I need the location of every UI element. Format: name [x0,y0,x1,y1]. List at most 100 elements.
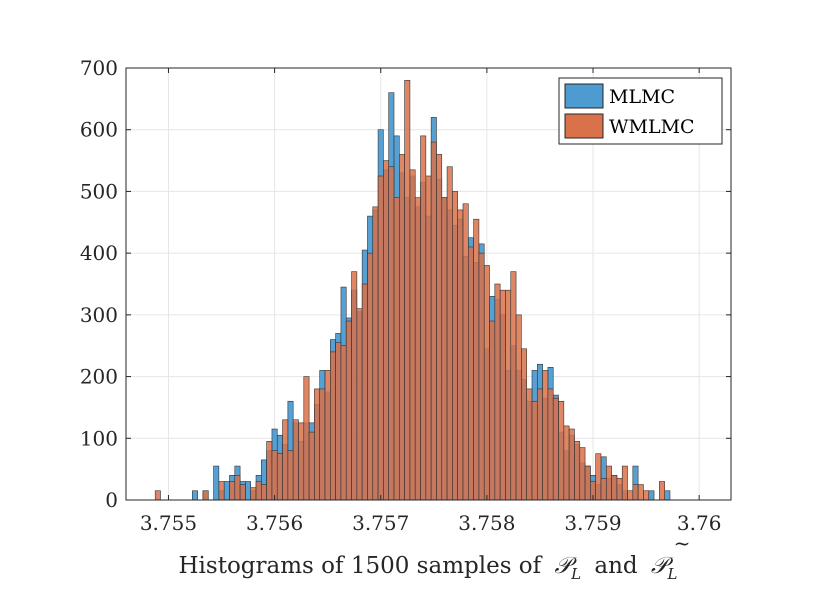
bar-wmlmc [202,490,209,501]
x-axis-label-connector: and [594,553,638,579]
bar-wmlmc [579,447,586,501]
bar-wmlmc [292,419,299,501]
bar-wmlmc [595,453,602,501]
bar-wmlmc [489,320,496,501]
bar-mlmc [223,481,230,501]
bar-wmlmc [637,484,644,501]
x-tick-label: 3.759 [564,511,621,535]
bar-wmlmc [462,203,469,501]
x-tick-label: 3.756 [246,511,303,535]
bar-wmlmc [409,169,416,501]
bar-wmlmc [377,175,384,501]
bar-wmlmc [483,265,490,501]
y-tick-label: 200 [80,365,118,389]
bar-wmlmc [324,370,331,501]
legend-swatch-mlmc [564,83,604,109]
legend-label-mlmc: MLMC [609,86,675,108]
x-axis-subscript-l-2: L [667,565,678,583]
bar-wmlmc [521,348,527,501]
y-tick-label: 700 [80,56,118,80]
bar-wmlmc [335,342,342,501]
bar-wmlmc [261,484,267,501]
bar-wmlmc [616,478,623,501]
bar-wmlmc [276,453,283,501]
bar-wmlmc [584,465,591,501]
bar-wmlmc [303,376,310,501]
legend-swatch-wmlmc [564,113,604,139]
x-tick-label: 3.76 [677,511,722,535]
bar-mlmc [192,490,198,501]
bar-wmlmc [632,484,639,501]
bar-wmlmc [568,428,575,501]
bar-wmlmc [298,422,305,501]
x-tick-label: 3.757 [352,511,409,535]
x-axis-label-prefix: Histograms of 1500 samples of [179,553,543,579]
bar-wmlmc [420,135,427,501]
bar-mlmc [648,490,655,501]
bar-wmlmc [468,246,474,501]
bar-wmlmc [372,206,379,501]
legend-label-wmlmc: WMLMC [609,116,695,138]
bar-wmlmc [473,218,480,501]
bar-wmlmc [526,388,533,501]
bar-wmlmc [239,484,246,501]
y-tick-label: 500 [80,179,118,203]
bar-wmlmc [404,80,411,501]
bar-wmlmc [436,154,443,501]
bar-wmlmc [287,450,294,501]
bar-wmlmc [361,283,368,501]
bar-wmlmc [234,475,241,501]
bar-wmlmc [621,465,628,501]
series-wmlmc [154,80,665,501]
bar-wmlmc [611,475,618,501]
bar-wmlmc [330,351,336,501]
bar-wmlmc [319,388,326,501]
bar-wmlmc [414,197,421,501]
y-tick-label: 100 [80,426,118,450]
bar-wmlmc [282,419,289,501]
bar-wmlmc [351,271,358,501]
bar-wmlmc [218,481,225,501]
bar-wmlmc [627,490,634,501]
y-tick-label: 600 [80,118,118,142]
bar-wmlmc [345,320,352,501]
bar-mlmc [664,490,671,501]
bar-wmlmc [356,308,363,501]
bar-mlmc [213,465,220,501]
bar-wmlmc [266,441,273,501]
axes-box [125,67,732,501]
bar-wmlmc [308,431,315,501]
bar-wmlmc [399,154,405,501]
bar-wmlmc [600,478,607,501]
bar-wmlmc [446,166,453,501]
legend[interactable]: MLMC WMLMC [558,77,723,145]
bar-wmlmc [494,283,501,501]
bar-wmlmc [563,425,570,501]
x-tick-label: 3.758 [458,511,515,535]
bar-wmlmc [547,388,554,501]
bar-wmlmc [505,289,512,501]
bar-wmlmc [542,370,549,501]
bar-wmlmc [499,289,506,501]
bar-wmlmc [367,252,374,501]
bar-wmlmc [340,345,347,501]
bar-wmlmc [515,314,522,501]
bar-wmlmc [531,400,538,501]
y-tick-label: 0 [105,488,118,512]
bar-wmlmc [643,490,650,501]
bar-mlmc [245,481,252,501]
bar-wmlmc [430,141,437,501]
bar-wmlmc [271,450,278,501]
bar-wmlmc [314,388,321,501]
x-axis-label: Histograms of 1500 samples of 𝒫L and 𝒫L [179,553,678,585]
bar-wmlmc [452,191,458,501]
x-tick-label: 3.755 [140,511,197,535]
bar-wmlmc [536,388,543,501]
x-axis-subscript-l: L [570,565,581,583]
axis-ticks: 3.755 3.756 3.757 3.758 3.759 3.76 0 100 200 300 4… [80,56,731,535]
bar-wmlmc [250,487,257,501]
bar-wmlmc [229,481,236,501]
y-tick-label: 300 [80,303,118,327]
bar-wmlmc [393,197,400,501]
